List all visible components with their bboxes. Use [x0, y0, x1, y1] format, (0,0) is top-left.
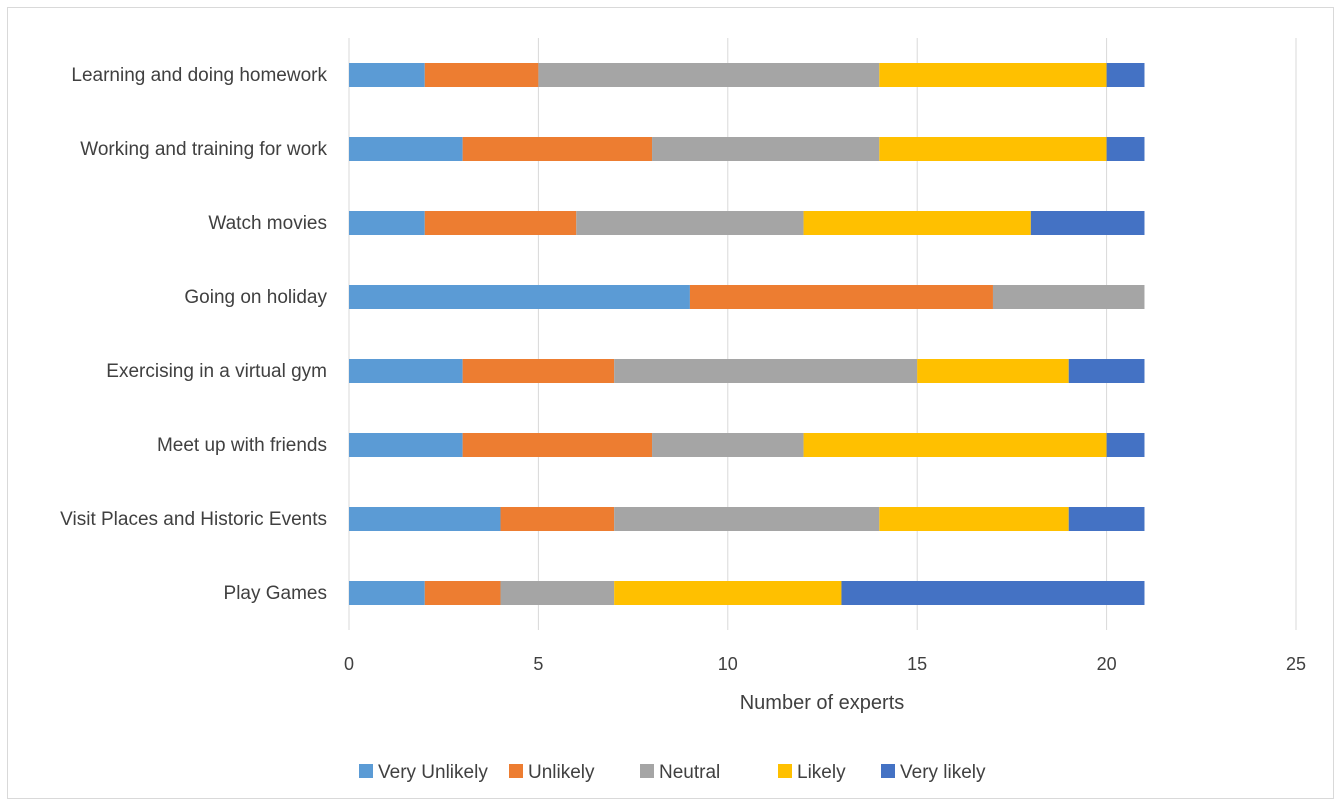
category-labels: Learning and doing homework Working and t…: [60, 65, 327, 604]
bar-segment: [349, 211, 425, 235]
bar-segment: [992, 285, 1145, 309]
x-tick-label: 5: [533, 654, 543, 674]
category-label: Going on holiday: [184, 287, 327, 308]
legend-label: Neutral: [659, 762, 720, 783]
bar-segment: [1106, 433, 1145, 457]
bar-segment: [841, 581, 1145, 605]
category-label: Working and training for work: [80, 139, 327, 160]
bar-segment: [614, 507, 880, 531]
category-label: Visit Places and Historic Events: [60, 509, 327, 530]
x-axis-title: Number of experts: [740, 692, 905, 714]
bar-segment: [1068, 507, 1145, 531]
bar-segment: [879, 63, 1107, 87]
legend-swatch: [509, 764, 523, 778]
bar-segment: [462, 433, 653, 457]
bar-segment: [462, 359, 615, 383]
category-label: Exercising in a virtual gym: [106, 361, 327, 382]
category-label: Watch movies: [208, 213, 327, 234]
bar-segment: [349, 359, 463, 383]
legend-label: Very likely: [900, 762, 986, 783]
bar-segment: [349, 285, 690, 309]
bar-segment: [349, 507, 501, 531]
legend: Very Unlikely Unlikely Neutral Likely Very l…: [359, 762, 986, 783]
x-tick-label: 15: [907, 654, 927, 674]
legend-swatch: [778, 764, 792, 778]
bar-segment: [349, 433, 463, 457]
bar-segment: [349, 63, 425, 87]
category-label: Meet up with friends: [157, 435, 327, 456]
bar-segment: [614, 359, 918, 383]
bar-segment: [1030, 211, 1145, 235]
legend-label: Likely: [797, 762, 846, 783]
bar-segment: [879, 507, 1069, 531]
x-tick-label: 20: [1097, 654, 1117, 674]
x-tick-label: 25: [1286, 654, 1306, 674]
x-tick-labels: 0 5 10 15 20 25: [344, 654, 1306, 674]
bar-segment: [803, 211, 1031, 235]
gridlines: [348, 38, 1297, 630]
legend-label: Very Unlikely: [378, 762, 488, 783]
legend-swatch: [640, 764, 654, 778]
bar-segment: [424, 63, 539, 87]
bar-segment: [462, 137, 653, 161]
category-label: Play Games: [224, 583, 327, 604]
bar-segment: [689, 285, 993, 309]
bar-segment: [652, 433, 804, 457]
bars: [349, 63, 1145, 605]
x-tick-label: 10: [718, 654, 738, 674]
bar-segment: [538, 63, 880, 87]
bar-segment: [803, 433, 1107, 457]
bar-segment: [652, 137, 880, 161]
bar-segment: [576, 211, 804, 235]
bar-segment: [349, 137, 463, 161]
bar-segment: [614, 581, 842, 605]
bar-segment: [424, 211, 577, 235]
bar-segment: [500, 581, 615, 605]
legend-swatch: [359, 764, 373, 778]
bar-segment: [500, 507, 615, 531]
bar-segment: [424, 581, 501, 605]
category-label: Learning and doing homework: [71, 65, 327, 86]
x-tick-label: 0: [344, 654, 354, 674]
bar-segment: [1106, 137, 1145, 161]
legend-label: Unlikely: [528, 762, 595, 783]
bar-segment: [349, 581, 425, 605]
bar-segment: [1068, 359, 1145, 383]
bar-segment: [917, 359, 1069, 383]
bar-segment: [879, 137, 1107, 161]
legend-swatch: [881, 764, 895, 778]
bar-segment: [1106, 63, 1145, 87]
